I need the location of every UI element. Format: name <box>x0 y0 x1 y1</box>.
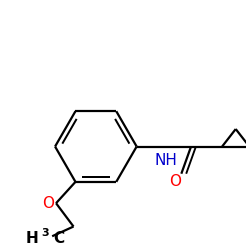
Text: C: C <box>53 231 64 246</box>
Text: O: O <box>42 196 54 211</box>
Text: NH: NH <box>154 152 177 168</box>
Text: H: H <box>26 231 38 246</box>
Text: 3: 3 <box>42 228 49 238</box>
Text: O: O <box>170 174 181 189</box>
